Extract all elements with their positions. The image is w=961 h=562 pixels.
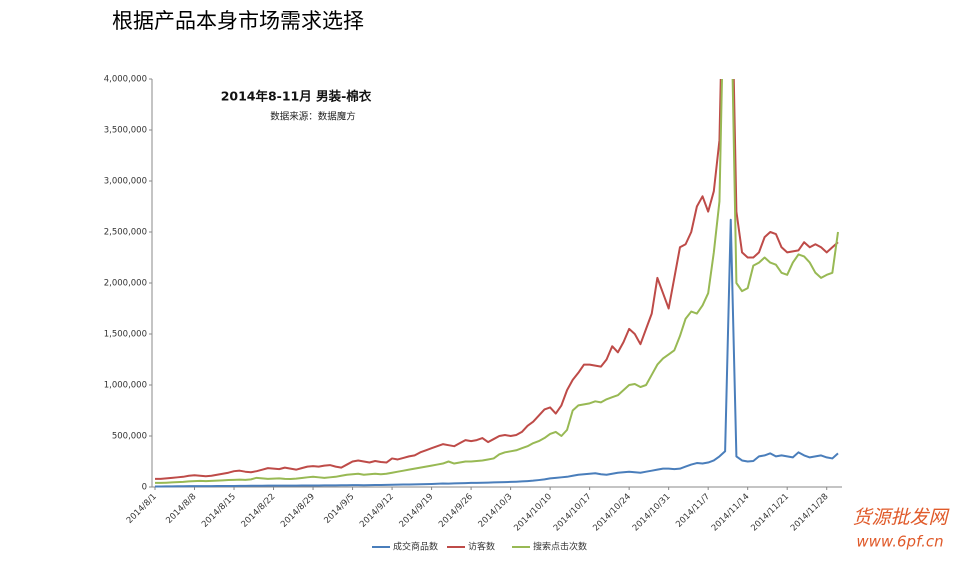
x-tick-label: 2014/9/26 — [437, 492, 475, 530]
series-line — [155, 79, 839, 484]
x-tick-label: 2014/10/17 — [552, 492, 594, 534]
y-tick-label: 3,500,000 — [104, 126, 147, 136]
y-tick-label: 1,000,000 — [104, 381, 147, 391]
x-tick-label: 2014/11/21 — [749, 492, 791, 534]
series-line — [155, 218, 839, 488]
x-tick-label: 2014/11/7 — [674, 492, 712, 530]
legend-label: 成交商品数 — [393, 541, 438, 553]
y-tick-label: 0 — [142, 483, 147, 493]
x-tick-label: 2014/9/12 — [358, 492, 396, 530]
x-tick-label: 2014/10/24 — [591, 492, 633, 534]
chart-subtitle: 数据来源：数据魔方 — [270, 111, 356, 123]
slide-heading: 根据产品本身市场需求选择 — [112, 9, 364, 33]
x-tick-label: 2014/8/29 — [279, 492, 317, 530]
x-tick-label: 2014/9/5 — [322, 492, 356, 526]
x-tick-label: 2014/11/14 — [710, 492, 752, 534]
x-tick-label: 2014/8/8 — [164, 492, 198, 526]
x-tick-label: 2014/8/15 — [200, 492, 238, 530]
legend-label: 搜索点击次数 — [533, 541, 587, 553]
x-tick-label: 2014/8/1 — [125, 492, 159, 526]
x-tick-label: 2014/8/22 — [240, 492, 278, 530]
y-tick-label: 2,500,000 — [104, 228, 147, 238]
chart-title: 2014年8-11月 男装-棉衣 — [221, 89, 372, 104]
watermark: 货源批发网 — [852, 507, 950, 529]
x-tick-label: 2014/10/10 — [512, 492, 554, 534]
plot — [155, 79, 839, 488]
x-tick-label: 2014/10/3 — [477, 492, 515, 530]
x-tick-label: 2014/9/19 — [398, 492, 436, 530]
y-tick-label: 500,000 — [112, 432, 147, 442]
y-tick-label: 4,000,000 — [104, 75, 147, 85]
y-tick-label: 1,500,000 — [104, 330, 147, 340]
watermark-url: www.6pf.cn — [856, 533, 943, 551]
x-tick-label: 2014/11/28 — [789, 492, 831, 534]
legend-label: 访客数 — [468, 541, 495, 553]
y-tick-label: 3,000,000 — [104, 177, 147, 187]
x-tick-label: 2014/10/31 — [631, 492, 673, 534]
y-tick-label: 2,000,000 — [104, 279, 147, 289]
series-line — [155, 79, 839, 480]
